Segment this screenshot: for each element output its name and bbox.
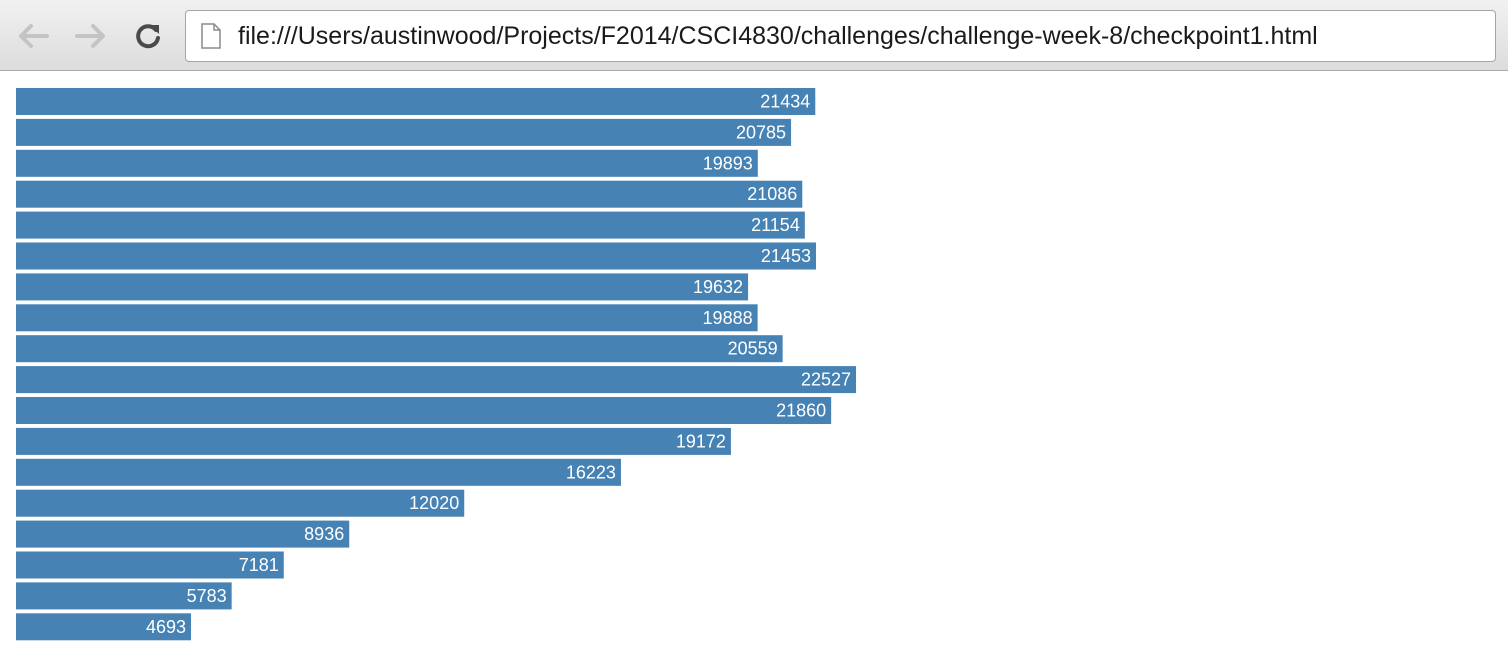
bar-value-label: 19893 (703, 153, 753, 173)
bar (16, 273, 749, 301)
bar-value-label: 5783 (187, 586, 227, 606)
document-icon (200, 22, 222, 50)
bar (16, 582, 232, 610)
bar-value-label: 21434 (760, 92, 810, 112)
back-arrow-icon[interactable] (16, 18, 52, 54)
bar-value-label: 21086 (747, 184, 797, 204)
browser-toolbar: file:///Users/austinwood/Projects/F2014/… (0, 0, 1508, 71)
bar (16, 427, 731, 455)
bar (16, 366, 857, 394)
bar-value-label: 22527 (801, 370, 851, 390)
bar (16, 335, 783, 363)
bar (16, 304, 758, 332)
bar (16, 88, 816, 115)
bar-value-label: 4693 (146, 617, 186, 637)
bar (16, 180, 803, 208)
bar (16, 613, 192, 641)
bar (16, 118, 792, 146)
bar-value-label: 20785 (736, 122, 786, 142)
address-bar[interactable]: file:///Users/austinwood/Projects/F2014/… (185, 10, 1496, 62)
page-content: 21434 20785 19893 21086 21154 21453 19632 19888… (0, 72, 1508, 654)
bar-value-label: 21453 (761, 246, 811, 266)
bar-value-label: 12020 (409, 493, 459, 513)
bar-value-label: 20559 (728, 339, 778, 359)
reload-icon[interactable] (130, 18, 166, 54)
bar (16, 520, 350, 548)
bar (16, 242, 816, 270)
forward-arrow-icon[interactable] (72, 18, 108, 54)
bar-value-label: 8936 (304, 524, 344, 544)
bar-value-label: 16223 (566, 462, 616, 482)
bar-value-label: 21860 (776, 401, 826, 421)
bar-chart: 21434 20785 19893 21086 21154 21453 19632 19888… (16, 88, 857, 641)
url-text: file:///Users/austinwood/Projects/F2014/… (238, 21, 1318, 50)
bar-value-label: 7181 (239, 555, 279, 575)
bar (16, 211, 805, 239)
bar-value-label: 19172 (676, 431, 726, 451)
bar (16, 397, 832, 424)
bar-value-label: 21154 (751, 215, 800, 235)
bar-value-label: 19888 (703, 308, 753, 328)
bar (16, 551, 284, 579)
bar (16, 149, 758, 177)
bar-value-label: 19632 (693, 277, 743, 297)
bar (16, 458, 621, 486)
bar (16, 489, 465, 517)
